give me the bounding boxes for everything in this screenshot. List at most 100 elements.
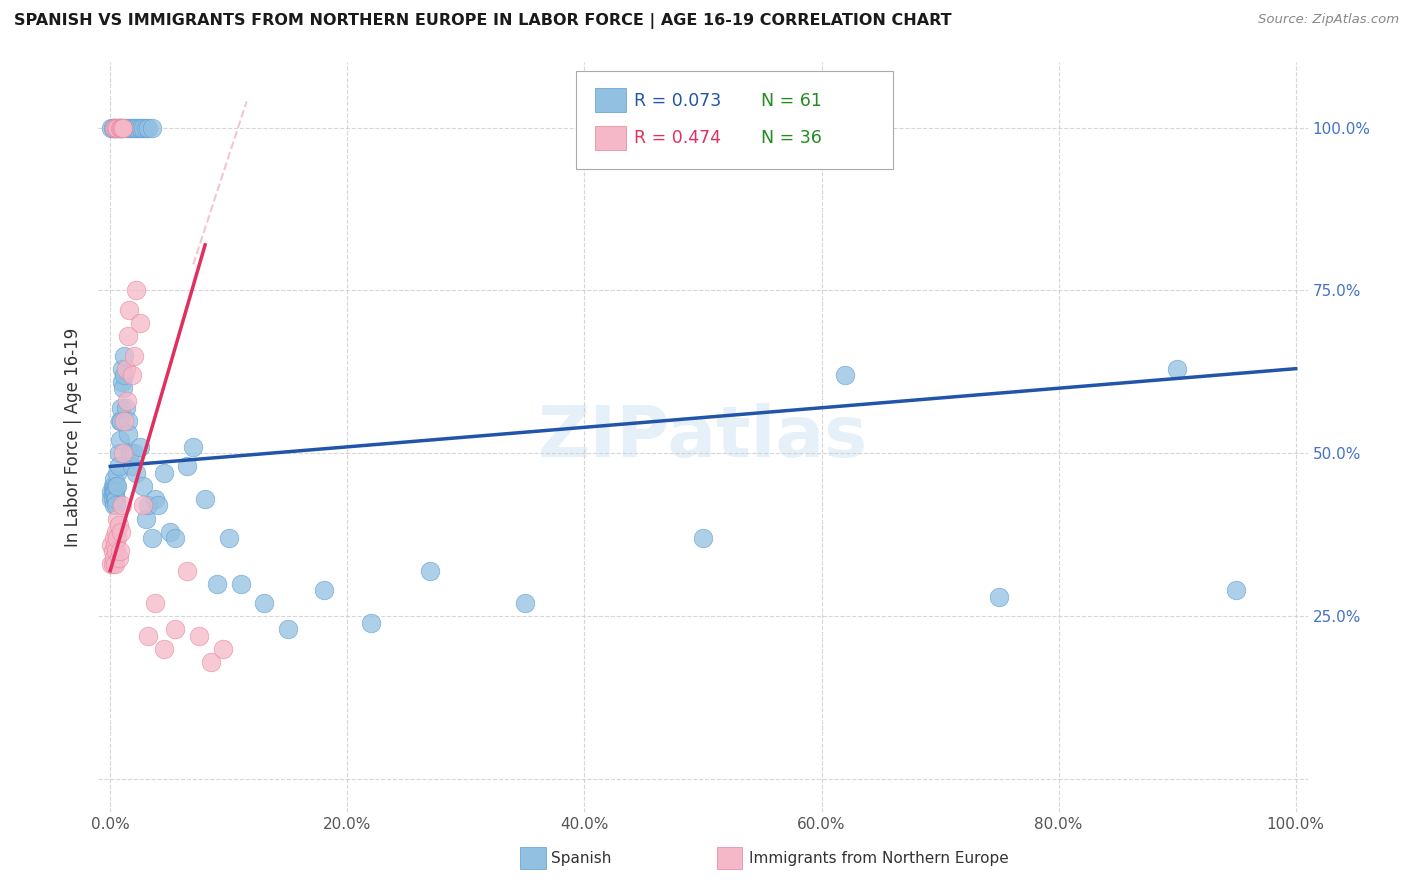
Point	[110, 120, 132, 135]
Point	[100, 538, 122, 552]
Point	[101, 544, 124, 558]
Point	[1166, 361, 1188, 376]
Point	[194, 491, 217, 506]
Point	[104, 538, 127, 552]
Point	[132, 120, 155, 135]
Point	[104, 491, 127, 506]
Point	[188, 629, 211, 643]
Point	[141, 120, 163, 135]
Point	[100, 120, 122, 135]
Point	[103, 120, 125, 135]
Text: N = 61: N = 61	[761, 92, 821, 110]
Point	[101, 120, 124, 135]
Point	[120, 446, 142, 460]
Point	[105, 479, 128, 493]
Point	[146, 499, 169, 513]
Text: Source: ZipAtlas.com: Source: ZipAtlas.com	[1258, 13, 1399, 27]
Point	[110, 524, 132, 539]
Point	[229, 576, 252, 591]
Point	[101, 485, 124, 500]
Point	[143, 596, 166, 610]
Point	[176, 459, 198, 474]
Point	[114, 414, 136, 428]
Point	[692, 531, 714, 545]
Point	[111, 499, 134, 513]
Point	[253, 596, 276, 610]
Point	[107, 120, 129, 135]
Point	[118, 120, 141, 135]
Point	[101, 479, 124, 493]
Point	[118, 303, 141, 318]
Point	[121, 459, 143, 474]
Point	[100, 485, 122, 500]
Point	[312, 583, 335, 598]
Point	[114, 401, 136, 415]
Point	[121, 368, 143, 383]
Point	[112, 381, 135, 395]
Point	[112, 120, 135, 135]
Point	[128, 120, 150, 135]
Point	[107, 459, 129, 474]
Point	[104, 485, 127, 500]
Point	[105, 531, 128, 545]
Point	[132, 479, 155, 493]
Point	[135, 511, 157, 525]
Point	[104, 557, 127, 571]
Point	[103, 485, 125, 500]
Point	[103, 499, 125, 513]
Point	[100, 557, 122, 571]
Point	[110, 120, 132, 135]
Point	[108, 120, 131, 135]
Point	[101, 491, 124, 506]
Point	[107, 550, 129, 565]
Point	[135, 120, 157, 135]
Point	[360, 615, 382, 630]
Point	[136, 499, 159, 513]
Point	[125, 120, 148, 135]
Point	[152, 641, 174, 656]
Point	[111, 361, 134, 376]
Point	[105, 120, 128, 135]
Point	[159, 524, 181, 539]
Point	[110, 401, 132, 415]
Point	[129, 120, 152, 135]
Point	[105, 499, 128, 513]
Text: Spanish: Spanish	[551, 851, 612, 865]
Point	[114, 361, 136, 376]
Point	[107, 518, 129, 533]
Point	[181, 440, 204, 454]
Point	[515, 596, 537, 610]
Point	[143, 491, 166, 506]
Point	[129, 440, 152, 454]
Point	[100, 491, 122, 506]
Point	[105, 544, 128, 558]
Text: ZIPatlas: ZIPatlas	[538, 402, 868, 472]
Point	[212, 641, 235, 656]
Point	[200, 655, 222, 669]
Point	[129, 316, 152, 330]
Point	[105, 120, 128, 135]
Point	[108, 434, 131, 448]
Point	[115, 394, 138, 409]
Point	[136, 629, 159, 643]
Point	[108, 414, 131, 428]
Point	[101, 557, 124, 571]
Point	[122, 446, 145, 460]
Point	[105, 511, 128, 525]
Point	[125, 466, 148, 480]
Point	[277, 622, 299, 636]
Point	[110, 414, 132, 428]
Point	[105, 466, 128, 480]
Point	[108, 120, 131, 135]
Point	[165, 531, 187, 545]
Point	[103, 531, 125, 545]
Point	[117, 414, 139, 428]
Point	[114, 120, 136, 135]
Point	[152, 466, 174, 480]
Text: N = 36: N = 36	[761, 129, 821, 147]
Text: R = 0.073: R = 0.073	[634, 92, 721, 110]
Point	[105, 120, 128, 135]
Point	[117, 426, 139, 441]
Point	[122, 349, 145, 363]
Text: SPANISH VS IMMIGRANTS FROM NORTHERN EUROPE IN LABOR FORCE | AGE 16-19 CORRELATIO: SPANISH VS IMMIGRANTS FROM NORTHERN EURO…	[14, 13, 952, 29]
